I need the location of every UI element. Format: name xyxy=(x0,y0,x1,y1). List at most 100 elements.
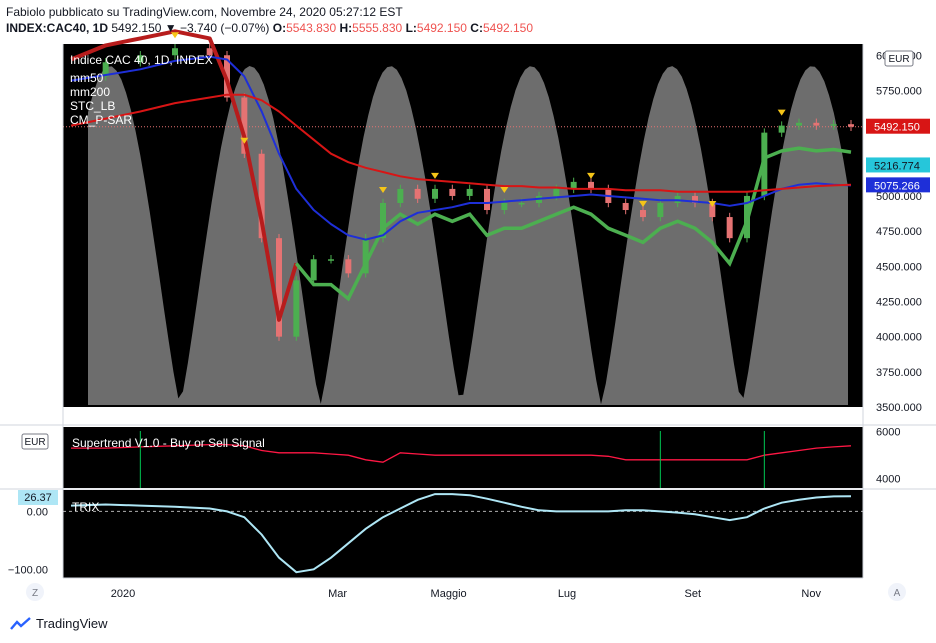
open-value: 5543.830 xyxy=(286,21,337,35)
candle-body xyxy=(622,202,629,211)
candle-body xyxy=(449,188,456,196)
supertrend-currency-tag xyxy=(21,433,49,450)
trix-line xyxy=(70,493,852,574)
y-tick-label: 3750.000 xyxy=(876,367,922,379)
trix-title: TRIX xyxy=(72,500,99,514)
candle-body xyxy=(518,202,525,205)
candle-body xyxy=(432,188,438,199)
candle-body xyxy=(588,181,594,189)
candle-body xyxy=(102,62,109,77)
candle-body xyxy=(570,181,577,189)
candle-body xyxy=(796,122,802,126)
axis-price-tag xyxy=(866,118,930,134)
signal-marker xyxy=(500,186,509,193)
publish-text: Fabiolo pubblicato su TradingView.com, N… xyxy=(6,5,403,19)
trix-pane xyxy=(63,493,863,574)
footer-brand[interactable]: TradingView xyxy=(10,616,108,631)
pane-background-2 xyxy=(63,490,863,578)
x-tick-label: Lug xyxy=(558,588,576,600)
candle-body xyxy=(692,195,698,203)
candle-body xyxy=(501,202,508,211)
price-change: ▼ −3.740 (−0.07%) xyxy=(164,21,270,35)
candle-body xyxy=(414,188,421,199)
candle-body xyxy=(397,188,404,203)
axis-price-label: 5075.266 xyxy=(874,180,920,192)
y-tick-label: 3500.000 xyxy=(876,402,922,414)
candle-body xyxy=(848,124,854,127)
pane-background-0 xyxy=(63,44,863,407)
psar-falling-line xyxy=(70,29,299,322)
z-button-label: Z xyxy=(32,588,38,599)
x-tick-label: Maggio xyxy=(431,588,467,600)
supertrend-currency: EUR xyxy=(24,437,45,448)
signal-marker xyxy=(240,137,249,144)
auto-scale-label: A xyxy=(894,588,901,599)
publish-info: Fabiolo pubblicato su TradingView.com, N… xyxy=(6,5,403,19)
y-tick-label: 5750.000 xyxy=(876,85,922,97)
trix-last-tag xyxy=(18,490,58,505)
supertrend-title: Supertrend V1.0 - Buy or Sell Signal xyxy=(72,436,265,450)
symbol-name: INDEX:CAC40, 1D xyxy=(6,21,109,35)
y-tick-label: 4500.000 xyxy=(876,261,922,273)
x-tick-label: 2020 xyxy=(111,588,135,600)
y-tick-label: 4000.000 xyxy=(876,332,922,344)
candle-body xyxy=(345,259,352,274)
trix-last-label: 26.37 xyxy=(24,492,52,504)
chart-title: Indice CAC 40, 1D, INDEX xyxy=(70,53,213,67)
candle-body xyxy=(778,125,785,133)
axis-price-label: 5216.774 xyxy=(874,160,920,172)
mm50-line xyxy=(70,55,852,241)
x-tick-label: Mar xyxy=(328,588,347,600)
x-tick-label: Nov xyxy=(801,588,821,600)
axis-price-tag xyxy=(866,157,930,173)
signal-marker xyxy=(379,186,387,193)
psar-rising-line xyxy=(294,146,852,302)
legend-0: mm50 xyxy=(70,71,104,85)
symbol-info: INDEX:CAC40, 1D 5492.150 ▼ −3.740 (−0.07… xyxy=(6,21,533,35)
supertrend-line xyxy=(71,443,852,463)
price-pane xyxy=(63,29,863,405)
candle-body xyxy=(830,124,837,126)
supertrend-pane xyxy=(71,431,852,488)
signal-marker xyxy=(639,201,647,208)
trix-y-label: −100.00 xyxy=(8,564,48,576)
signal-marker xyxy=(777,109,786,116)
axis-price-tag xyxy=(866,177,930,193)
candle-body xyxy=(241,97,248,154)
trix-y-label: 0.00 xyxy=(27,506,48,518)
legend-3: CM_P-SAR xyxy=(70,113,132,127)
currency-tag xyxy=(884,50,914,67)
legend-2: STC_LB xyxy=(70,99,115,113)
candle-body xyxy=(813,122,820,126)
candle-body xyxy=(206,48,213,56)
signal-marker xyxy=(587,172,595,179)
low-label: L: xyxy=(405,21,417,35)
supertrend-y-label: 6000 xyxy=(876,427,900,439)
y-tick-label: 5000.000 xyxy=(876,191,922,203)
y-tick-label: 4250.000 xyxy=(876,296,922,308)
supertrend-y-label: 4000 xyxy=(876,474,900,486)
last-price: 5492.150 xyxy=(111,21,162,35)
x-tick-label: Set xyxy=(685,588,702,600)
candle-body xyxy=(310,259,317,281)
candle-body xyxy=(293,280,300,337)
low-value: 5492.150 xyxy=(416,21,467,35)
y-tick-label: 4750.000 xyxy=(876,226,922,238)
mm200-line xyxy=(70,93,852,193)
candle-body xyxy=(137,55,144,63)
candle-body xyxy=(380,202,386,239)
candle-body xyxy=(553,188,560,196)
high-label: H: xyxy=(339,21,353,35)
candle-body xyxy=(258,153,265,239)
open-label: O: xyxy=(272,21,287,35)
candle-body xyxy=(276,238,282,337)
candle-body xyxy=(657,202,664,218)
pane-background-1 xyxy=(63,427,863,488)
close-value: 5492.150 xyxy=(482,21,534,35)
auto-scale-button xyxy=(888,583,906,601)
signal-marker xyxy=(171,32,179,39)
candle-body xyxy=(726,217,733,239)
high-value: 5555.830 xyxy=(352,21,403,35)
candle-body xyxy=(640,210,646,218)
